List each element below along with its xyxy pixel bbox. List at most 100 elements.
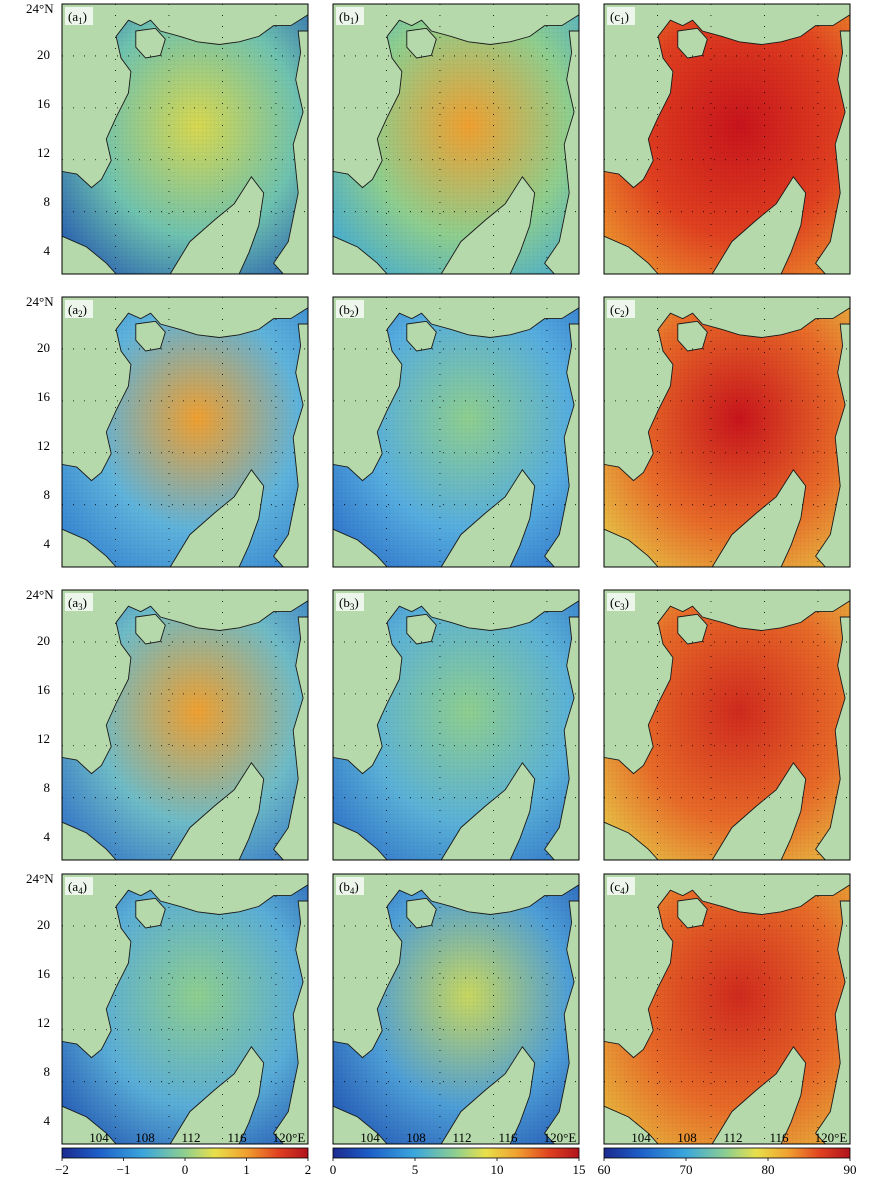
panel-label-b2: (b2) [339,302,359,319]
land-2 [169,469,265,568]
land-1 [135,27,166,59]
land-1 [135,320,166,352]
cb-b-tick-label: 5 [412,1162,419,1177]
panel-label-bg [336,300,364,318]
land-1 [677,897,708,929]
lat-tick-label: 16 [37,389,51,404]
panel-label-bg [336,877,364,895]
land-1 [135,897,166,929]
lat-tick-label: 8 [44,780,51,795]
panel-frame [603,589,851,861]
map-panel-a4: (a4) [61,873,309,1145]
cb-b-tick-label: 15 [573,1162,586,1177]
panel-frame [332,296,580,568]
lon-tick-label: 104 [631,1130,651,1145]
panel-label-a3: (a3) [68,595,87,612]
land-1 [406,897,437,929]
panel-frame [603,873,851,1145]
land-1 [677,27,708,59]
land-1 [135,613,166,645]
cb-b-bar [332,1147,580,1159]
cb-c-tick-label: 60 [598,1162,611,1177]
lat-tick-label: 4 [44,829,51,844]
panel-label-b1: (b1) [339,9,359,26]
lat-top-label: 24°N [26,294,54,309]
lon-tick-label: 112 [723,1130,742,1145]
map-panel-b4: (b4) [332,873,580,1145]
panel-label-bg [336,7,364,25]
panel-label-c3: (c3) [610,595,629,612]
panel-label-bg [607,7,635,25]
land-1 [406,27,437,59]
panel-frame [332,3,580,275]
map-panel-c2: (c2) [603,296,851,568]
cb-c-tick-label: 80 [762,1162,775,1177]
lon-last-label: 120°E [815,1130,848,1145]
lat-tick-label: 20 [37,47,50,62]
land-2 [711,762,807,861]
lat-tick-label: 8 [44,1064,51,1079]
lon-tick-label: 104 [360,1130,380,1145]
lon-tick-label: 108 [677,1130,697,1145]
lat-tick-label: 20 [37,917,50,932]
lat-tick-label: 16 [37,966,51,981]
panel-frame [61,3,309,275]
lat-tick-label: 4 [44,536,51,551]
panel-label-bg [607,300,635,318]
map-panel-c4: (c4) [603,873,851,1145]
land-2 [440,1046,536,1145]
lon-tick-label: 108 [406,1130,426,1145]
cb-b-tick-label: 0 [330,1162,337,1177]
lon-tick-label: 104 [89,1130,109,1145]
panel-label-bg [65,7,93,25]
cb-a-tick-label: 0 [182,1162,189,1177]
panel-frame [61,873,309,1145]
lon-tick-label: 116 [769,1130,789,1145]
lat-top-label: 24°N [26,1,54,16]
land-1 [677,320,708,352]
lon-tick-label: 116 [498,1130,518,1145]
lat-tick-label: 4 [44,1113,51,1128]
map-panel-c1: (c1) [603,3,851,275]
cb-a-tick-label: 2 [305,1162,312,1177]
panel-label-a2: (a2) [68,302,87,319]
lon-tick-label: 108 [135,1130,155,1145]
land-1 [406,320,437,352]
lon-last-label: 120°E [544,1130,577,1145]
land-2 [711,176,807,275]
panel-frame [332,589,580,861]
lat-tick-label: 20 [37,340,50,355]
cb-a-tick-label: −1 [117,1162,131,1177]
panel-label-a1: (a1) [68,9,87,26]
panel-label-bg [607,593,635,611]
lat-tick-label: 12 [37,1015,50,1030]
land-1 [406,613,437,645]
cb-a-tick-label: 1 [243,1162,250,1177]
land-2 [440,762,536,861]
lat-tick-label: 16 [37,96,51,111]
lat-tick-label: 12 [37,731,50,746]
panel-frame [61,296,309,568]
colorbars: −2 −1 0 1 2 0 5 10 15 60 70 80 90 [55,1147,857,1177]
panel-label-bg [336,593,364,611]
lon-tick-label: 112 [452,1130,471,1145]
map-panel-b1: (b1) [332,3,580,275]
lat-tick-label: 12 [37,438,50,453]
land-2 [711,469,807,568]
panel-label-bg [65,300,93,318]
panel-frame [603,296,851,568]
panel-label-c1: (c1) [610,9,629,26]
map-panel-a1: (a1) [61,3,309,275]
land-2 [169,176,265,275]
lat-tick-label: 16 [37,682,51,697]
land-2 [711,1046,807,1145]
panel-label-c2: (c2) [610,302,629,319]
lat-tick-label: 8 [44,194,51,209]
panel-label-b4: (b4) [339,879,359,896]
map-panel-a3: (a3) [61,589,309,861]
land-2 [169,762,265,861]
panel-label-a4: (a4) [68,879,87,896]
map-panels: (a1) (b1) (c1) (a2) (b2) (c2) (a3) (b3) (c3) (a4)… [61,3,851,1145]
panel-frame [61,589,309,861]
